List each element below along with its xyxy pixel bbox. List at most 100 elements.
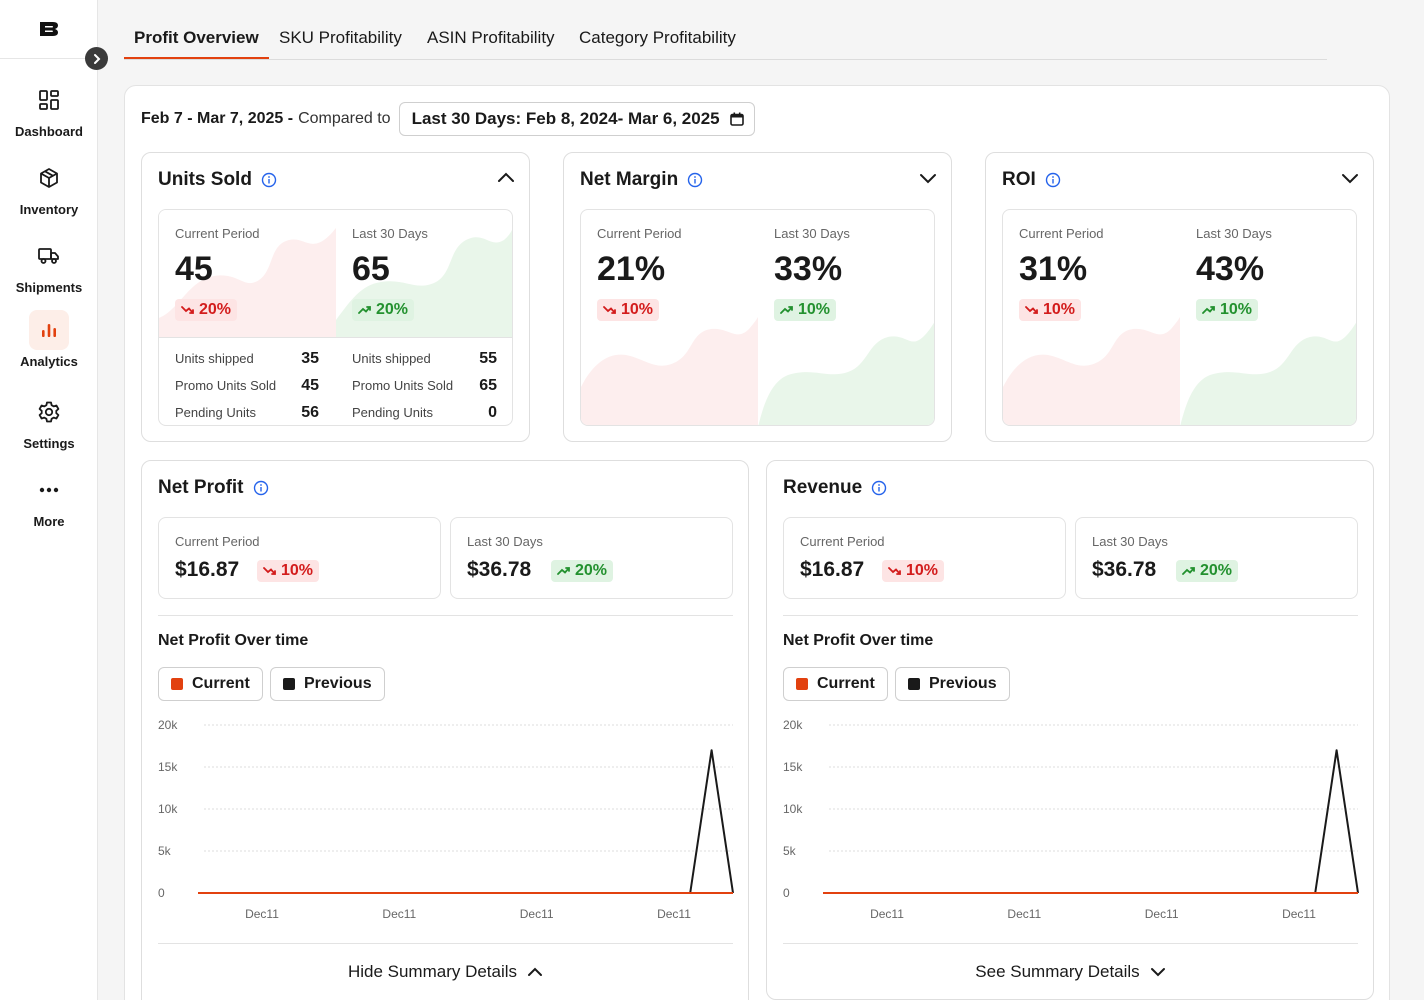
logo-icon	[39, 22, 58, 36]
x-tick-label: Dec11	[1145, 907, 1179, 921]
section-divider	[783, 943, 1358, 944]
trend-down-icon	[1025, 306, 1038, 314]
series-line-previous	[823, 749, 1359, 894]
legend-previous-toggle[interactable]: Previous	[895, 667, 1010, 701]
metrics-divider	[159, 337, 512, 338]
current-period-block: Current Period 45 20%	[159, 210, 336, 337]
see-summary-button[interactable]: See Summary Details	[783, 957, 1358, 987]
net-profit-previous-value: $36.78	[467, 558, 532, 581]
trend-value: 10%	[906, 562, 939, 579]
brand-logo[interactable]	[0, 0, 97, 59]
chevron-down-icon[interactable]	[1341, 172, 1359, 184]
x-tick-label: Dec11	[245, 907, 279, 921]
legend-swatch	[283, 678, 295, 690]
y-tick-label: 10k	[783, 802, 803, 816]
sidebar-collapse-button[interactable]	[85, 47, 108, 70]
sidebar-item-analytics[interactable]: Analytics	[0, 310, 98, 380]
net-margin-card: Net Margin Current Period 21% 10% Last 3…	[563, 152, 952, 442]
trend-badge: 10%	[882, 560, 945, 582]
period-label: Last 30 Days	[467, 534, 543, 549]
units-sold-metrics: Current Period 45 20% Last 30 Days 65 20…	[158, 209, 513, 426]
detail-value: 65	[479, 377, 497, 394]
section-divider	[158, 615, 733, 616]
y-tick-label: 5k	[158, 844, 172, 858]
legend-label: Current	[192, 675, 250, 692]
roi-current-value: 31%	[1019, 250, 1088, 288]
net-profit-title: Net Profit	[158, 477, 269, 499]
legend-label: Current	[817, 675, 875, 692]
y-tick-label: 15k	[783, 760, 803, 774]
info-icon[interactable]	[871, 480, 887, 496]
legend-swatch	[908, 678, 920, 690]
sidebar-item-inventory[interactable]: Inventory	[0, 158, 98, 228]
detail-label: Units shipped	[175, 351, 254, 366]
revenue-previous: Last 30 Days $36.78 20%	[1075, 517, 1358, 599]
trend-up-icon	[557, 567, 570, 575]
info-icon[interactable]	[1045, 172, 1061, 188]
sidebar-item-settings[interactable]: Settings	[0, 392, 98, 462]
trend-value: 10%	[621, 301, 654, 318]
x-tick-label: Dec11	[870, 907, 904, 921]
detail-label: Units shipped	[352, 351, 431, 366]
current-sparkline	[1003, 317, 1180, 425]
legend-previous-toggle[interactable]: Previous	[270, 667, 385, 701]
trend-up-icon	[1182, 567, 1195, 575]
roi-metrics: Current Period 31% 10% Last 30 Days 43% …	[1002, 209, 1357, 426]
info-icon[interactable]	[261, 172, 277, 188]
y-tick-label: 20k	[158, 718, 178, 732]
detail-label: Promo Units Sold	[352, 378, 454, 393]
chevron-down-icon[interactable]	[919, 172, 937, 184]
roi-previous-value: 43%	[1196, 250, 1265, 288]
legend-current-toggle[interactable]: Current	[158, 667, 263, 701]
series-line-previous	[198, 749, 734, 894]
trend-badge: 10%	[597, 299, 660, 321]
calendar-icon	[729, 112, 744, 126]
detail-value: 56	[301, 404, 319, 421]
sidebar-item-label: Settings	[23, 436, 75, 451]
trend-badge: 20%	[175, 299, 238, 321]
previous-period-block: Last 30 Days 65 20%	[336, 210, 512, 337]
info-icon[interactable]	[687, 172, 703, 188]
trend-down-icon	[181, 306, 194, 314]
net-profit-current-value: $16.87	[175, 558, 240, 581]
current-period-block: Current Period 31% 10%	[1003, 210, 1180, 425]
card-title-text: Net Profit	[158, 477, 244, 498]
sidebar-item-dashboard[interactable]: Dashboard	[0, 80, 98, 150]
sidebar-item-more[interactable]: More	[0, 470, 98, 540]
trend-badge: 20%	[1176, 560, 1239, 582]
net-margin-current-value: 21%	[597, 250, 666, 288]
card-title-text: Units Sold	[158, 169, 252, 190]
sidebar-item-shipments[interactable]: Shipments	[0, 236, 98, 306]
revenue-line-chart: 0 5k 10k 15k 20k Dec11 Dec11 Dec11 Dec11	[783, 718, 1359, 921]
x-tick-label: Dec11	[382, 907, 416, 921]
trend-down-icon	[888, 567, 901, 575]
trend-up-icon	[1202, 306, 1215, 314]
hide-summary-button[interactable]: Hide Summary Details	[158, 957, 733, 987]
tab-profit-overview[interactable]: Profit Overview	[134, 28, 259, 47]
period-label: Last 30 Days	[352, 226, 428, 241]
section-divider	[783, 615, 1358, 616]
sidebar-item-label: Dashboard	[15, 124, 83, 139]
period-label: Current Period	[175, 226, 260, 241]
legend-current-toggle[interactable]: Current	[783, 667, 888, 701]
chevron-up-icon[interactable]	[497, 172, 515, 184]
compare-date-picker[interactable]: Last 30 Days: Feb 8, 2024- Mar 6, 2025	[398, 102, 755, 136]
previous-period-block: Last 30 Days 43% 10%	[1180, 210, 1356, 425]
summary-label: Hide Summary Details	[347, 962, 518, 981]
trend-badge: 10%	[1019, 299, 1082, 321]
profit-tabs: Profit Overview SKU Profitability ASIN P…	[124, 20, 1327, 60]
tab-sku-profitability[interactable]: SKU Profitability	[279, 28, 402, 47]
revenue-card: Revenue Current Period $16.87 10% Last 3…	[766, 460, 1374, 1000]
x-tick-label: Dec11	[657, 907, 691, 921]
info-icon[interactable]	[253, 480, 269, 496]
trend-value: 10%	[1220, 301, 1253, 318]
y-tick-label: 20k	[783, 718, 803, 732]
trend-badge: 10%	[774, 299, 837, 321]
tab-category-profitability[interactable]: Category Profitability	[579, 28, 736, 47]
net-margin-metrics: Current Period 21% 10% Last 30 Days 33% …	[580, 209, 935, 426]
units-sold-previous-value: 65	[352, 250, 390, 288]
tab-asin-profitability[interactable]: ASIN Profitability	[427, 28, 555, 47]
y-tick-label: 0	[783, 886, 790, 900]
bar-chart-icon	[29, 310, 69, 350]
sidebar-item-label: Shipments	[15, 280, 83, 295]
